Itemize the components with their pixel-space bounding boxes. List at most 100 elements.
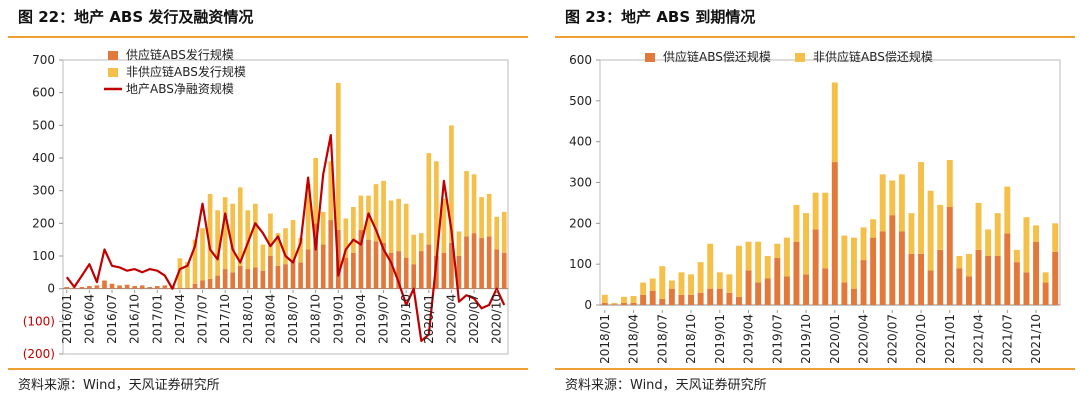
bar-supply-chain bbox=[908, 253, 915, 305]
bar-supply-chain bbox=[245, 269, 251, 289]
bar-non-supply-chain bbox=[464, 171, 469, 237]
bar-non-supply-chain bbox=[965, 253, 972, 277]
y-tick-label: 400 bbox=[32, 151, 55, 165]
y-tick-label: 100 bbox=[32, 249, 55, 263]
bar-supply-chain bbox=[260, 270, 266, 289]
bar-non-supply-chain bbox=[222, 197, 228, 270]
bar-supply-chain bbox=[985, 256, 992, 305]
bar-non-supply-chain bbox=[486, 193, 492, 237]
bar-non-supply-chain bbox=[678, 272, 685, 295]
bar-supply-chain bbox=[494, 249, 500, 289]
bar-supply-chain bbox=[320, 244, 326, 289]
x-tick-label: 2016/04 bbox=[82, 294, 96, 344]
x-tick-label: 2018/10 bbox=[684, 314, 698, 364]
bar-supply-chain bbox=[879, 231, 886, 305]
bar-non-supply-chain bbox=[388, 200, 394, 253]
x-tick-label: 2021/07 bbox=[1000, 314, 1014, 364]
line-net-financing bbox=[65, 133, 506, 342]
bar-non-supply-chain bbox=[403, 203, 409, 258]
bar-non-supply-chain bbox=[230, 203, 236, 273]
bar-supply-chain bbox=[994, 256, 1001, 305]
bar-non-supply-chain bbox=[320, 211, 326, 245]
bar-non-supply-chain bbox=[946, 160, 953, 207]
bar-supply-chain bbox=[841, 282, 848, 305]
bar-supply-chain bbox=[132, 286, 137, 289]
bar-supply-chain bbox=[154, 286, 160, 289]
bar-non-supply-chain bbox=[975, 202, 982, 250]
bar-non-supply-chain bbox=[373, 184, 379, 242]
bar-supply-chain bbox=[755, 282, 762, 305]
bar-supply-chain bbox=[117, 285, 122, 289]
x-tick-label: 2018/07 bbox=[286, 294, 300, 344]
bar-non-supply-chain bbox=[1042, 272, 1049, 283]
bar-non-supply-chain bbox=[200, 228, 205, 281]
bar-supply-chain bbox=[501, 252, 507, 289]
bar-supply-chain bbox=[366, 239, 371, 289]
bar-supply-chain bbox=[870, 237, 877, 305]
bar-supply-chain bbox=[716, 288, 723, 305]
bar-non-supply-chain bbox=[764, 256, 771, 279]
bar-supply-chain bbox=[305, 249, 311, 289]
bar-non-supply-chain bbox=[358, 195, 364, 230]
x-tick-label: 2020/01 bbox=[422, 294, 436, 344]
bar-supply-chain bbox=[479, 238, 484, 289]
bar-supply-chain bbox=[1042, 282, 1049, 305]
bar-supply-chain bbox=[185, 288, 190, 289]
x-tick-label: 2018/04 bbox=[627, 314, 641, 364]
bar-non-supply-chain bbox=[396, 198, 401, 252]
plot-frame bbox=[62, 59, 509, 355]
bar-supply-chain bbox=[222, 269, 228, 289]
bar-non-supply-chain bbox=[630, 296, 637, 303]
bar-non-supply-chain bbox=[215, 210, 220, 276]
source-rule bbox=[555, 368, 1075, 370]
bar-supply-chain bbox=[456, 256, 462, 289]
bar-supply-chain bbox=[313, 223, 319, 289]
bar-supply-chain bbox=[803, 274, 810, 305]
bar-non-supply-chain bbox=[793, 204, 800, 242]
bar-non-supply-chain bbox=[1023, 217, 1030, 273]
bar-supply-chain bbox=[215, 275, 220, 289]
bar-supply-chain bbox=[937, 249, 944, 305]
y-tick-label: 0 bbox=[47, 282, 55, 296]
bar-supply-chain bbox=[1052, 251, 1059, 305]
bar-non-supply-chain bbox=[456, 231, 462, 256]
bar-supply-chain bbox=[283, 264, 288, 289]
bar-non-supply-chain bbox=[879, 174, 886, 232]
x-tick-label: 2019/07 bbox=[770, 314, 784, 364]
bar-non-supply-chain bbox=[471, 174, 477, 234]
x-tick-label: 2018/01 bbox=[241, 294, 255, 344]
bar-supply-chain bbox=[403, 257, 409, 289]
bar-supply-chain bbox=[124, 284, 130, 289]
bar-non-supply-chain bbox=[956, 256, 963, 269]
bar-non-supply-chain bbox=[659, 266, 666, 299]
x-tick-label: 2021/01 bbox=[943, 314, 957, 364]
bar-supply-chain bbox=[471, 233, 477, 289]
bar-supply-chain bbox=[620, 302, 627, 305]
bar-supply-chain bbox=[381, 242, 386, 289]
bar-supply-chain bbox=[351, 252, 356, 289]
bar-supply-chain bbox=[822, 268, 829, 305]
bar-supply-chain bbox=[162, 285, 168, 289]
bar-non-supply-chain bbox=[479, 197, 484, 239]
x-tick-label: 2018/01 bbox=[598, 314, 612, 364]
panel-maturity: 图 23：地产 ABS 到期情况 0 100 200 300 400 500 600 2018… bbox=[555, 0, 1080, 406]
bar-non-supply-chain bbox=[418, 233, 424, 252]
bar-non-supply-chain bbox=[822, 192, 829, 269]
bar-non-supply-chain bbox=[237, 187, 243, 266]
bar-non-supply-chain bbox=[290, 220, 296, 261]
bar-non-supply-chain bbox=[441, 198, 447, 253]
bar-supply-chain bbox=[449, 242, 454, 289]
x-tick-label: 2021/04 bbox=[972, 314, 986, 364]
bar-non-supply-chain bbox=[1033, 225, 1040, 242]
x-tick-label: 2020/04 bbox=[857, 314, 871, 364]
bar-non-supply-chain bbox=[994, 213, 1001, 256]
bar-non-supply-chain bbox=[908, 213, 915, 254]
legend-label: 非供应链ABS偿还规模 bbox=[813, 49, 933, 64]
bar-supply-chain bbox=[1033, 241, 1040, 305]
bar-supply-chain bbox=[388, 252, 394, 289]
bar-non-supply-chain bbox=[1013, 249, 1020, 263]
bar-non-supply-chain bbox=[726, 274, 733, 293]
bar-supply-chain bbox=[956, 268, 963, 305]
bar-supply-chain bbox=[812, 229, 819, 305]
bar-supply-chain bbox=[889, 215, 896, 305]
